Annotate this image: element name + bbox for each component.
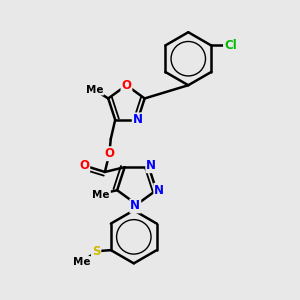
Text: N: N bbox=[154, 184, 164, 197]
Text: O: O bbox=[122, 79, 131, 92]
Text: Me: Me bbox=[86, 85, 103, 94]
Text: Cl: Cl bbox=[224, 39, 237, 52]
Text: O: O bbox=[104, 147, 114, 160]
Text: Me: Me bbox=[73, 257, 90, 267]
Text: Me: Me bbox=[92, 190, 110, 200]
Text: O: O bbox=[79, 159, 89, 172]
Text: S: S bbox=[92, 245, 100, 258]
Text: N: N bbox=[130, 200, 140, 212]
Text: N: N bbox=[146, 159, 156, 172]
Text: N: N bbox=[133, 113, 143, 126]
